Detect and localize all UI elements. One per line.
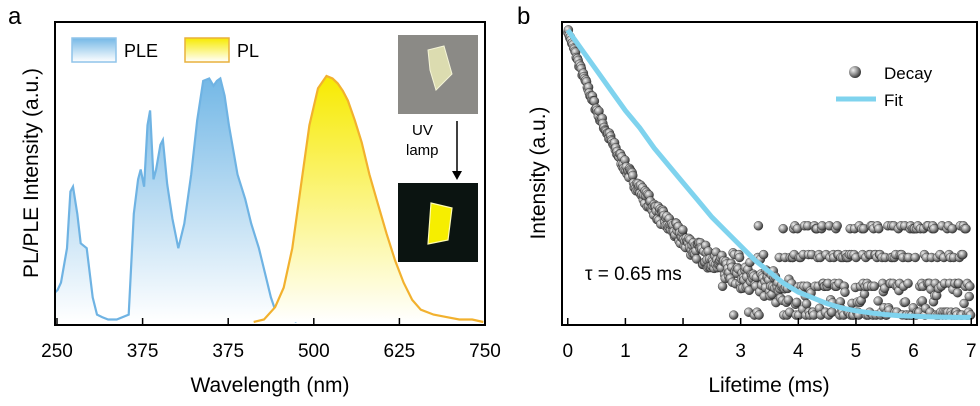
decay-point [758,249,769,260]
decay-point [910,252,920,263]
decay-point [840,287,850,297]
legend-pl-swatch [184,37,230,63]
x-tick-label: 3 [735,341,746,362]
legend-decay-marker [849,66,861,78]
panel-b-annotation: τ = 0.65 ms [585,264,682,285]
panel-b-legend: Decay Fit [836,64,933,110]
x-tick-label: 625 [384,341,416,362]
x-tick-label: 0 [562,341,573,362]
crystal-daylight-icon [427,45,453,91]
x-tick-label: 250 [41,341,73,362]
decay-point [964,291,974,302]
legend-ple-swatch [71,37,117,63]
fit-line [565,28,972,320]
decay-point [678,225,688,235]
x-tick-label: 6 [908,341,919,362]
legend-ple-label: PLE [124,41,158,61]
inset-label-line2: lamp [406,142,439,159]
decay-point [958,249,968,260]
panel-a-ylabel: PL/PLE Intensity (a.u.) [20,68,43,278]
decay-point [873,296,883,306]
panel-a-frame [54,21,486,326]
inset-label-line1: UV [412,122,433,139]
x-tick-label: 4 [793,341,804,362]
decay-point [929,223,939,234]
crystal-uv-glow-icon [427,202,453,245]
x-tick-label: 500 [298,341,330,362]
series-ple-area [55,78,297,322]
panel-b-xlabel: Lifetime (ms) [708,374,829,397]
legend-fit-label: Fit [884,91,903,110]
x-tick-label: 375 [212,341,244,362]
x-tick-label: 375 [127,341,159,362]
inset-crystal-photos: UV lamp [398,35,478,262]
panel-b-ylabel: Intensity (a.u.) [527,106,550,239]
decay-point [952,288,963,298]
panel-b-frame [561,21,978,326]
decay-point [832,221,842,231]
panel-b-letter: b [517,3,530,30]
panel-a-legend: PLE PL [71,37,259,63]
decay-point [961,223,971,234]
x-tick-label: 1 [620,341,631,362]
legend-pl-label: PL [237,41,259,61]
series-ple-line [55,76,298,323]
decay-point [959,298,969,309]
series-pl-area [253,76,484,322]
panel-a: 250 375 375 500 625 750 Wavelength (nm) PL/PL… [20,21,501,397]
x-tick-label: 2 [678,341,689,362]
decay-point [734,252,745,263]
x-tick-label: 5 [851,341,862,362]
decay-point [753,221,764,231]
decay-point [801,299,812,309]
decay-point [869,281,879,291]
x-tick-label: 7 [966,341,977,362]
decay-point [874,223,884,234]
x-tick-label: 750 [469,341,501,362]
panel-a-letter: a [8,3,22,30]
legend-decay-label: Decay [884,64,933,83]
arrow-head-icon [452,171,462,180]
decay-point [900,297,911,307]
decay-point [903,278,913,289]
decay-point [792,297,802,308]
decay-point [729,310,739,320]
decay-point [778,223,788,234]
decay-point [754,310,764,320]
series-pl-line [253,74,484,324]
decay-point [965,281,975,291]
panel-a-xlabel: Wavelength (nm) [190,374,349,397]
